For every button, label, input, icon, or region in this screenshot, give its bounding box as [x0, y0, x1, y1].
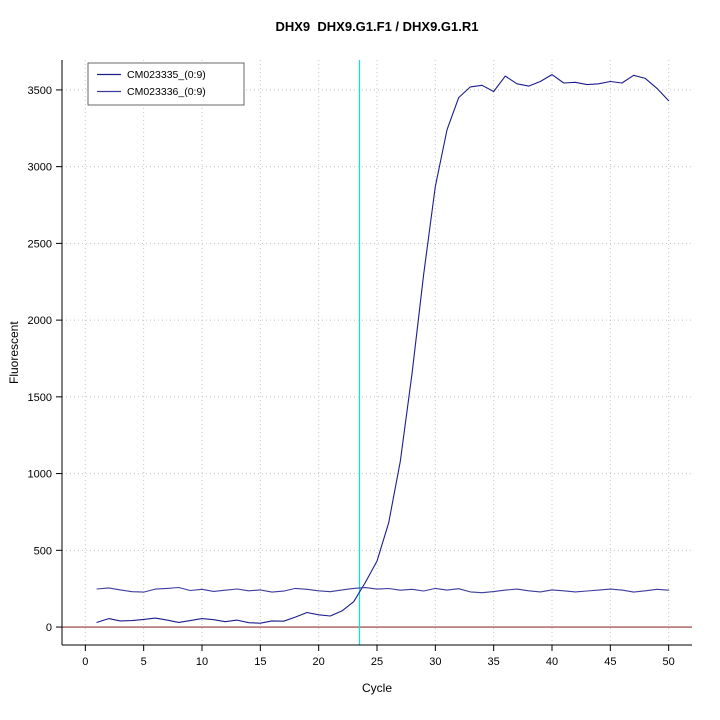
- y-tick-label: 2500: [28, 238, 52, 250]
- legend-box: [87, 62, 245, 106]
- series-line-1: [96, 74, 670, 624]
- x-axis-label: Cycle: [361, 681, 392, 695]
- axes: [56, 60, 692, 651]
- x-tick-label: 15: [254, 656, 266, 668]
- x-tick-label: 45: [604, 656, 616, 668]
- y-tick-label: 3500: [28, 85, 52, 97]
- x-tick-label: 40: [546, 656, 558, 668]
- series-line-2: [96, 586, 670, 594]
- x-tick-label: 10: [196, 656, 208, 668]
- legend-label: CM023335_(0:9): [127, 69, 206, 81]
- x-tick-label: 25: [371, 656, 383, 668]
- x-tick-label: 30: [429, 656, 441, 668]
- y-tick-label: 0: [46, 622, 52, 634]
- x-tick-label: 35: [488, 656, 500, 668]
- y-tick-label: 3000: [28, 162, 52, 174]
- y-tick-label: 2000: [28, 315, 52, 327]
- x-tick-label: 5: [141, 656, 147, 668]
- legend-label: CM023336_(0:9): [127, 86, 206, 98]
- y-tick-label: 1000: [28, 469, 52, 481]
- x-tick-label: 20: [313, 656, 325, 668]
- legend: CM023335_(0:9) CM023336_(0:9): [87, 62, 245, 106]
- gridlines: [62, 60, 692, 645]
- y-tick-label: 1500: [28, 392, 52, 404]
- chart-title: DHX9 DHX9.G1.F1 / DHX9.G1.R1: [275, 19, 479, 34]
- x-tick-label: 50: [663, 656, 675, 668]
- x-tick-label: 0: [82, 656, 88, 668]
- y-tick-label: 500: [34, 545, 52, 557]
